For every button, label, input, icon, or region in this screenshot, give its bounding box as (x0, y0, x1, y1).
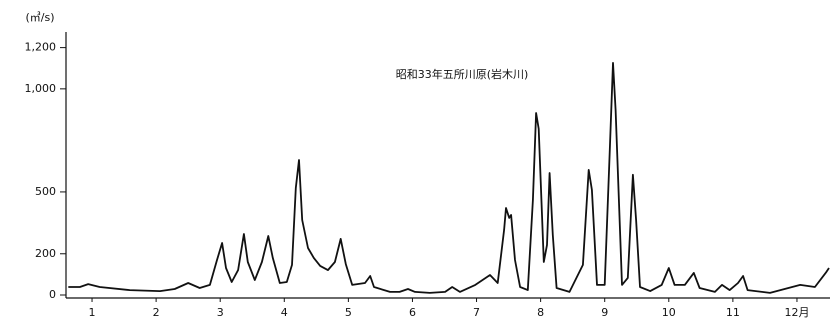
y-tick-label: 1,200 (25, 41, 57, 54)
x-tick-label: 9 (601, 306, 608, 319)
x-tick-label: 2 (153, 306, 160, 319)
x-tick-label: 12月 (784, 306, 809, 319)
x-tick-label: 10 (662, 306, 676, 319)
y-tick-label: 1,000 (25, 82, 57, 95)
x-tick-label: 8 (537, 306, 544, 319)
y-tick-label: 0 (49, 288, 56, 301)
y-axis-label: (㎥/s) (25, 11, 54, 24)
x-tick-label: 1 (89, 306, 96, 319)
x-tick-label: 7 (473, 306, 480, 319)
x-tick-label: 3 (217, 306, 224, 319)
flow-line (68, 62, 830, 294)
y-tick-label: 200 (35, 247, 56, 260)
x-tick-label: 4 (281, 306, 288, 319)
x-tick-label: 5 (345, 306, 352, 319)
x-tick-label: 11 (726, 306, 740, 319)
x-tick-label: 6 (409, 306, 416, 319)
annotation: 昭和33年五所川原(岩木川) (396, 67, 529, 81)
y-tick-label: 500 (35, 185, 56, 198)
